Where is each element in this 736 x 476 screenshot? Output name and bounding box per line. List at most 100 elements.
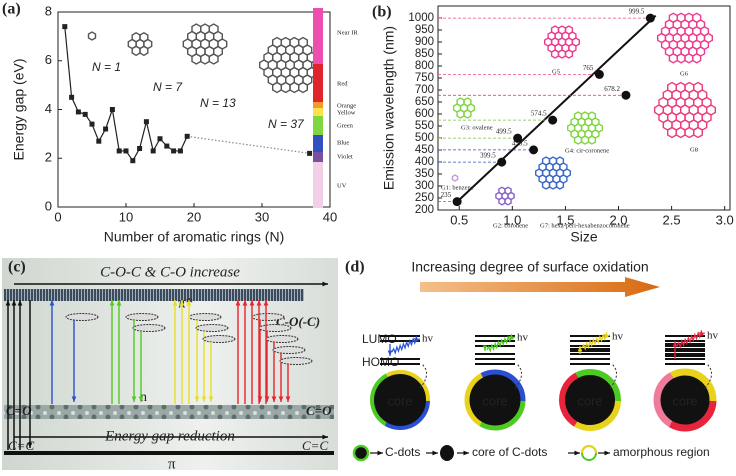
- ring: [217, 38, 228, 50]
- arrow-head: [194, 396, 200, 402]
- arrow-head: [116, 300, 122, 306]
- core: [467, 372, 523, 428]
- spectrum-label: Green: [337, 122, 354, 129]
- state-disc: [279, 357, 313, 365]
- y-tick-label: 950: [415, 24, 434, 36]
- group-label: G7: hexa-peri-hexabenzocoronene: [540, 222, 630, 229]
- arrow-head: [256, 300, 262, 306]
- photon: [581, 331, 609, 351]
- point: [103, 126, 109, 132]
- point: [184, 133, 190, 139]
- x-tick-label: 3.0: [716, 212, 734, 227]
- amorphous-shell: [653, 368, 717, 432]
- arrow-head: [387, 350, 393, 356]
- arrow-head: [414, 338, 420, 343]
- molecule-sketch: [87, 31, 97, 41]
- annotation: N = 13: [200, 96, 236, 110]
- group-label: G6: [680, 70, 689, 77]
- y-tick-label: 350: [415, 168, 434, 180]
- ring: [703, 32, 713, 44]
- panel-label: (a): [2, 1, 21, 18]
- core-label: core: [577, 393, 602, 408]
- y-tick-label: 550: [415, 120, 434, 132]
- arrow-head: [699, 332, 705, 337]
- point: [157, 136, 163, 142]
- arrow-head: [208, 396, 214, 402]
- dotted-line: [187, 135, 310, 154]
- level-label: π: [168, 456, 176, 472]
- group-label: G2: coronene: [493, 222, 528, 229]
- photon-label: hv: [707, 330, 719, 342]
- arrow-head: [109, 300, 115, 306]
- spectrum-band: [313, 102, 323, 108]
- ring: [143, 38, 153, 50]
- y-tick-label: 450: [415, 144, 434, 156]
- point: [621, 90, 631, 100]
- point: [164, 143, 170, 149]
- core-label: core: [387, 393, 412, 408]
- level-label: LUMO: [362, 332, 397, 346]
- photon: [391, 335, 419, 355]
- spectrum-label: Red: [337, 80, 348, 87]
- core-label: core: [482, 393, 507, 408]
- y-tick-label: 8: [45, 3, 52, 18]
- arrow-head: [49, 300, 55, 306]
- y-tick-label: 6: [45, 52, 52, 67]
- arrow-head: [509, 336, 515, 341]
- spectrum-label: Near IR: [337, 29, 358, 36]
- arrow-head: [604, 450, 610, 456]
- amorphous-shell: [559, 369, 621, 431]
- annotation: N = 1: [92, 60, 121, 74]
- core: [657, 372, 713, 428]
- x-tick-label: 30: [255, 209, 269, 224]
- point: [594, 69, 604, 79]
- n-band: [4, 405, 334, 419]
- arrow-head: [263, 300, 269, 306]
- x-axis-label: Size: [570, 229, 597, 245]
- spectrum-band: [313, 8, 323, 64]
- level-label: C-O(-C): [276, 314, 320, 329]
- y-axis-label: Emission wavelength (nm): [381, 26, 397, 190]
- y-tick-label: 4: [45, 101, 52, 116]
- arrow-head: [604, 334, 610, 339]
- y-tick-label: 500: [415, 132, 434, 144]
- y-tick-label: 800: [415, 60, 434, 72]
- point: [548, 115, 558, 125]
- spectrum-label: UV: [337, 182, 347, 189]
- point: [75, 109, 81, 115]
- photon: [486, 333, 514, 353]
- molecule-sketch: [544, 25, 580, 59]
- arrow-head: [172, 300, 178, 306]
- state-disc: [188, 313, 222, 321]
- level-label: n: [140, 390, 147, 405]
- state-disc: [132, 324, 166, 332]
- arrow-head: [482, 345, 488, 351]
- legend-shell-part: [581, 445, 597, 454]
- molecule-sketch: [567, 111, 603, 145]
- group-label: G5: [552, 68, 560, 75]
- point: [123, 148, 129, 154]
- amorphous-shell: [370, 370, 430, 430]
- molecule-sketch: [654, 81, 716, 139]
- arrow-head: [201, 396, 207, 402]
- arrow-head: [278, 396, 284, 402]
- ring: [562, 168, 571, 178]
- x-tick-label: 1.5: [556, 212, 574, 227]
- amorphous-shell: [464, 369, 526, 431]
- molecule-sketch: [259, 36, 321, 94]
- arrow-head: [322, 434, 328, 440]
- arrow-head: [235, 300, 241, 306]
- level-label: C=C: [302, 438, 328, 453]
- ring: [571, 37, 580, 47]
- core-label: core: [672, 393, 697, 408]
- state-disc: [251, 313, 285, 321]
- photon-label: hv: [517, 332, 529, 344]
- y-tick-label: 900: [415, 36, 434, 48]
- value-label: 574.5: [531, 110, 547, 118]
- spectrum-band: [313, 135, 323, 152]
- arrow-head: [432, 450, 438, 456]
- state-disc: [65, 313, 99, 321]
- ring: [451, 174, 459, 182]
- arrow-head: [463, 450, 469, 456]
- arrow-head: [672, 341, 678, 347]
